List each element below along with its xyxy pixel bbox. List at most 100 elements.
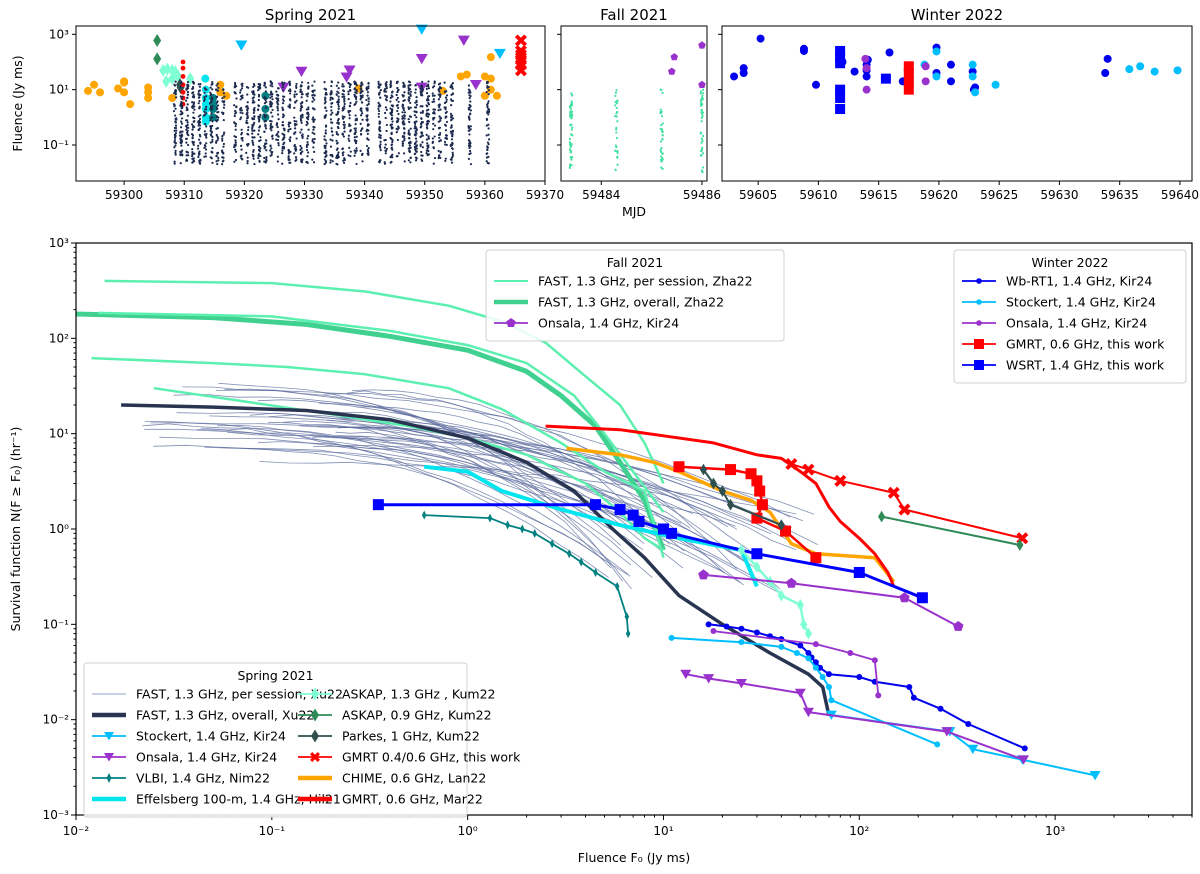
data-point <box>451 129 455 132</box>
data-point <box>426 112 430 115</box>
data-point <box>366 94 369 97</box>
data-point <box>419 105 422 108</box>
data-point <box>263 156 266 160</box>
data-point <box>385 95 388 99</box>
data-point <box>659 148 662 151</box>
data-point <box>353 93 356 96</box>
data-point <box>616 156 619 159</box>
data-point <box>673 461 685 473</box>
session-line <box>227 431 745 559</box>
data-point <box>593 567 598 577</box>
data-point <box>306 116 309 119</box>
data-point <box>385 147 388 151</box>
data-point <box>281 98 285 101</box>
data-point <box>445 115 448 118</box>
data-point <box>1103 54 1112 63</box>
data-point <box>355 84 358 87</box>
data-point <box>614 94 617 98</box>
data-point <box>241 94 244 97</box>
data-point <box>324 150 327 153</box>
data-point <box>756 34 765 43</box>
data-point <box>408 149 411 153</box>
data-point <box>709 477 718 490</box>
data-point <box>438 90 441 93</box>
data-point <box>179 153 182 156</box>
data-point <box>281 162 284 165</box>
data-point <box>485 117 489 121</box>
data-point <box>385 123 388 127</box>
data-point <box>264 127 268 130</box>
data-point <box>293 144 296 148</box>
data-point <box>312 126 315 129</box>
data-point <box>778 643 785 650</box>
data-point <box>407 118 410 121</box>
data-point <box>549 539 555 549</box>
data-point <box>343 102 346 106</box>
data-point <box>222 142 225 146</box>
x-tick-label: 59615 <box>860 188 898 202</box>
data-point <box>633 515 645 527</box>
data-point <box>240 128 243 131</box>
data-point <box>702 92 705 95</box>
session-line <box>215 389 791 518</box>
data-point <box>293 132 296 135</box>
data-point <box>205 132 208 136</box>
data-point <box>330 84 333 88</box>
data-point <box>211 124 214 128</box>
legend-marker <box>311 687 319 701</box>
data-point <box>223 103 226 106</box>
data-point <box>181 95 184 98</box>
data-point <box>221 139 224 142</box>
data-point <box>443 140 447 144</box>
series-wb-rt1-kir24 <box>705 621 1028 752</box>
data-point <box>354 95 357 98</box>
data-point <box>186 80 190 84</box>
data-point <box>355 97 358 101</box>
data-point <box>419 87 422 90</box>
data-point <box>222 112 225 116</box>
data-point <box>185 108 188 112</box>
data-point <box>293 101 297 104</box>
data-point <box>659 108 662 111</box>
data-point <box>359 149 362 152</box>
data-point <box>269 103 272 106</box>
data-point <box>263 102 267 105</box>
data-point <box>191 137 194 140</box>
data-point <box>185 137 188 140</box>
data-point <box>414 146 417 149</box>
data-point <box>337 121 340 124</box>
data-point <box>384 106 388 109</box>
data-point <box>451 153 455 156</box>
data-point <box>439 139 442 142</box>
data-point <box>203 146 206 149</box>
data-point <box>408 81 412 84</box>
data-point <box>241 139 244 142</box>
data-point <box>349 150 352 153</box>
data-point <box>385 87 388 90</box>
data-point <box>421 105 424 108</box>
legend-label: FAST, 1.3 GHz, overall, Xu22 <box>136 708 314 723</box>
series-line <box>545 424 896 587</box>
data-point <box>299 151 302 155</box>
data-point <box>265 149 268 152</box>
data-point <box>395 104 398 107</box>
data-point <box>301 93 304 96</box>
data-point <box>402 108 406 112</box>
data-point <box>614 104 617 107</box>
data-point <box>487 89 491 92</box>
data-point <box>570 128 574 131</box>
data-point <box>1125 65 1134 74</box>
data-point <box>301 113 304 116</box>
data-point <box>467 125 470 129</box>
data-point <box>486 110 489 113</box>
data-point <box>216 135 219 138</box>
data-point <box>569 163 572 166</box>
data-point <box>265 97 268 100</box>
data-point <box>281 89 285 92</box>
legend-marker <box>311 729 319 743</box>
data-point <box>834 474 847 487</box>
data-point <box>486 85 489 88</box>
data-point <box>353 139 357 142</box>
data-point <box>438 136 441 139</box>
data-point <box>335 148 338 151</box>
